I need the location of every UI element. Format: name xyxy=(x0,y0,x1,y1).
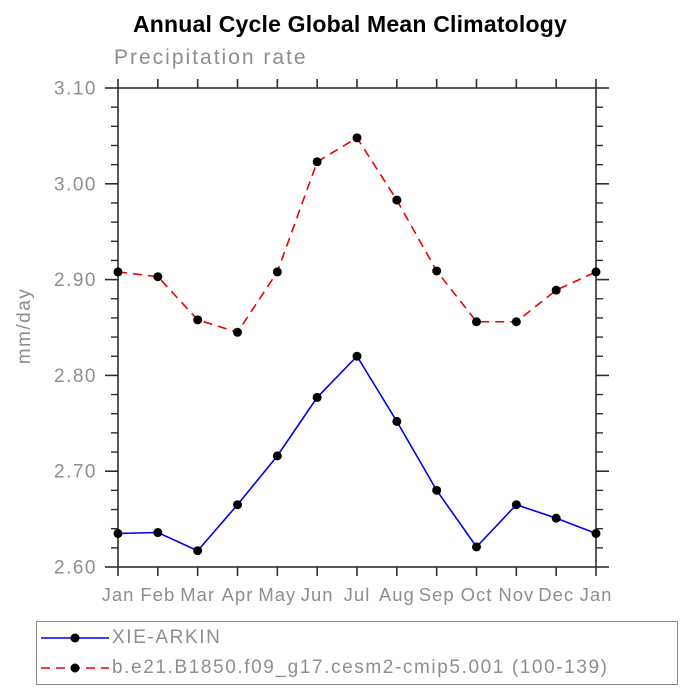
series-0-marker xyxy=(392,416,402,426)
series-1-marker xyxy=(193,315,203,325)
series-line-0 xyxy=(117,354,597,552)
series-0-marker xyxy=(511,500,521,510)
series-1-marker xyxy=(591,267,601,277)
legend-sample-1 xyxy=(41,663,109,673)
x-tick-label: Jun xyxy=(301,584,334,605)
x-tick-label: Jul xyxy=(344,584,371,605)
series-0-marker xyxy=(352,351,362,361)
chart-title: Annual Cycle Global Mean Climatology xyxy=(132,11,568,37)
legend-row-0: XIE-ARKIN xyxy=(40,624,677,652)
y-tick-label: 2.60 xyxy=(54,558,97,579)
series-0-marker xyxy=(312,392,322,402)
legend-label-0: XIE-ARKIN xyxy=(112,627,222,648)
series-0-marker xyxy=(233,500,242,510)
x-tick-label: Apr xyxy=(222,584,254,605)
series-0-marker xyxy=(432,485,442,495)
y-axis-label: mm/day xyxy=(14,288,35,365)
series-0-marker xyxy=(472,542,481,552)
plot-frame xyxy=(117,87,597,568)
x-tick-label: Nov xyxy=(498,584,534,605)
x-tick-label: Aug xyxy=(379,584,415,605)
series-0-marker xyxy=(551,513,561,523)
y-tick-label: 3.10 xyxy=(54,79,97,100)
series-0-marker xyxy=(272,451,282,461)
legend-label-1: b.e21.B1850.f09_g17.cesm2-cmip5.001 (100… xyxy=(112,657,609,678)
y-tick-label: 2.70 xyxy=(54,462,97,483)
chart-subtitle: Precipitation rate xyxy=(114,46,308,69)
series-1-marker xyxy=(511,317,521,327)
series-1-marker xyxy=(272,267,282,277)
series-1-marker xyxy=(392,195,402,205)
series-line-1 xyxy=(117,136,597,334)
series-1-marker xyxy=(551,285,561,295)
y-tick-label: 3.00 xyxy=(54,174,97,195)
legend-sample-0 xyxy=(41,633,109,643)
x-tick-label: Jan xyxy=(580,584,613,605)
legend-row-1: b.e21.B1850.f09_g17.cesm2-cmip5.001 (100… xyxy=(40,654,677,682)
series-1-marker xyxy=(312,157,322,167)
y-tick-label: 2.90 xyxy=(54,270,97,291)
series-0-marker xyxy=(113,528,123,538)
series-0-marker xyxy=(591,528,601,538)
legend-marker-dot xyxy=(70,663,80,673)
series-0-marker xyxy=(193,546,203,556)
x-tick-label: Mar xyxy=(180,584,215,605)
x-tick-label: Feb xyxy=(140,584,175,605)
series-1-marker xyxy=(233,327,242,337)
series-0-marker xyxy=(153,528,163,538)
legend-marker-dot xyxy=(70,633,80,643)
x-tick-label: Dec xyxy=(538,584,574,605)
series-1-marker xyxy=(153,272,163,282)
x-tick-label: Oct xyxy=(461,584,493,605)
x-tick-label: Jan xyxy=(102,584,135,605)
series-1-marker xyxy=(352,133,362,143)
series-1-marker xyxy=(472,317,481,327)
series-1-marker xyxy=(113,267,123,277)
y-tick-label: 2.80 xyxy=(54,366,97,387)
series-1-marker xyxy=(432,266,442,276)
legend-box: XIE-ARKIN b.e21.B1850.f09_g17.cesm2-cmip5… xyxy=(36,621,678,685)
x-tick-label: May xyxy=(258,584,296,605)
x-tick-label: Sep xyxy=(419,584,455,605)
